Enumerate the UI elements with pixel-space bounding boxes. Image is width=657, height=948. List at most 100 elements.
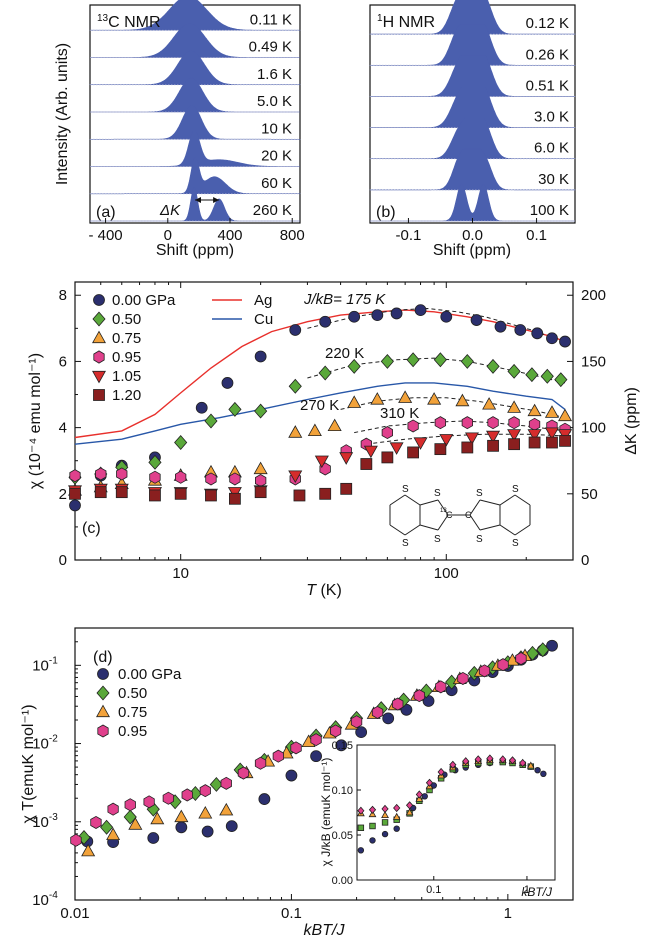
bond	[469, 514, 481, 531]
inset-xlabel: kBT/J	[521, 885, 553, 899]
data-point-triangle-down	[339, 452, 354, 465]
data-point-triangle-up	[558, 408, 573, 422]
arrow-head-left	[195, 197, 201, 203]
spectrum-trace	[89, 50, 301, 86]
data-point-circle	[531, 327, 544, 340]
data-point-square	[528, 436, 541, 449]
legend-label: 0.75	[118, 704, 147, 721]
y2-tick-label: 100	[581, 420, 606, 437]
data-point-circle	[348, 310, 361, 323]
x-tick-label: 10	[172, 565, 189, 582]
bond	[419, 499, 439, 506]
panel-c-frame	[74, 281, 574, 561]
x-tick-label: 0.01	[60, 905, 89, 922]
sulfur-atom-label: S	[512, 538, 519, 549]
inset-x-tick-label: 1	[524, 884, 530, 896]
bond	[389, 494, 406, 506]
carbon-atom-label: C	[446, 510, 453, 520]
inset-data-point	[508, 756, 517, 765]
data-point-square	[293, 489, 306, 502]
data-point-circle	[390, 307, 403, 320]
data-point-hexagon	[95, 467, 107, 481]
spectrum-trace	[90, 77, 300, 113]
data-point-triangle-up	[81, 843, 96, 857]
y-tick-label: 4	[59, 420, 67, 437]
fit-annotation: J/kB= 175 K	[303, 291, 386, 308]
data-point-triangle-down	[288, 470, 303, 484]
data-point-hexagon	[69, 469, 81, 483]
inset-data-point	[449, 760, 457, 769]
data-point-square	[254, 486, 267, 499]
data-point-triangle-up	[219, 802, 234, 816]
inset-data-point	[393, 825, 400, 832]
inset-data-point	[357, 847, 365, 854]
data-point-triangle-up	[198, 805, 213, 819]
y2-tick-label: 200	[581, 287, 606, 304]
y-tick-label: 10-1	[32, 655, 58, 674]
inset-data-point	[499, 755, 507, 764]
bond	[389, 524, 406, 536]
trace-temperature-label: 5.0 K	[257, 93, 292, 110]
data-point-square	[360, 458, 373, 470]
inset-y-tick-label: 0.10	[332, 785, 353, 797]
bond	[479, 524, 501, 531]
data-point-square	[461, 441, 474, 454]
data-point-diamond	[174, 434, 188, 451]
data-point-circle	[382, 712, 395, 725]
inset-data-point	[519, 758, 527, 768]
data-point-circle	[335, 739, 348, 752]
bond	[404, 524, 421, 536]
data-point-circle	[470, 314, 483, 326]
inset-data-point	[357, 824, 365, 831]
data-point-hexagon	[237, 766, 250, 780]
bond	[514, 524, 531, 536]
data-point-triangle-up	[370, 392, 385, 405]
legend-label: Ag	[254, 292, 272, 309]
data-point-square	[381, 451, 394, 464]
panel-d: 0.01 0.1 110-410-310-210-1 0.00 GPa0.500.7…	[20, 627, 574, 939]
data-point-hexagon	[90, 815, 102, 829]
data-point-diamond	[433, 352, 447, 368]
data-point-triangle-down	[527, 429, 542, 442]
y2-tick-label: 50	[581, 486, 598, 503]
panel-c-ylabel: χ (10⁻⁴ emu mol⁻¹)	[27, 353, 44, 489]
panel-d-label: (d)	[93, 649, 113, 666]
bond	[437, 514, 449, 531]
data-point-square	[205, 489, 217, 502]
data-point-hexagon	[254, 474, 267, 488]
data-point-hexagon	[457, 671, 469, 685]
y-tick-label: 10-2	[32, 734, 58, 753]
legend-label: 0.95	[118, 723, 147, 740]
data-point-diamond	[318, 365, 332, 381]
sulfur-atom-label: S	[434, 488, 441, 499]
data-point-diamond	[507, 363, 521, 379]
data-point-circle	[225, 820, 238, 833]
inset-data-point	[369, 822, 376, 830]
legend-label: 0.00 GPa	[118, 666, 182, 683]
inset-y-tick-label: 0.15	[332, 740, 353, 752]
inset-data-point	[526, 761, 535, 769]
legend-marker	[97, 724, 109, 738]
trace-temperature-label: 1.6 K	[257, 66, 292, 83]
data-point-hexagon	[107, 802, 119, 816]
data-point-square	[340, 482, 353, 495]
panel-a-label: (a)	[96, 204, 116, 221]
legend-label: 1.05	[112, 368, 141, 385]
inset-data-point	[381, 819, 389, 826]
data-point-triangle-down	[314, 455, 329, 469]
panel-d-legend: 0.00 GPa 0.50 0.75 0.95	[96, 666, 182, 740]
data-point-circle	[546, 639, 558, 652]
trace-temperature-label: 30 K	[538, 171, 569, 188]
inset-data-point	[462, 757, 470, 766]
data-point-hexagon	[220, 776, 232, 790]
data-point-hexagon	[528, 417, 541, 431]
inset-data-point	[425, 778, 434, 787]
data-point-hexagon	[149, 470, 161, 484]
data-point-triangle-up	[288, 425, 303, 438]
data-point-diamond	[254, 403, 268, 419]
trace-temperature-label: 20 K	[261, 148, 292, 165]
data-point-hexagon	[392, 697, 404, 711]
inset-data-point	[405, 801, 414, 810]
data-point-circle	[258, 793, 271, 805]
